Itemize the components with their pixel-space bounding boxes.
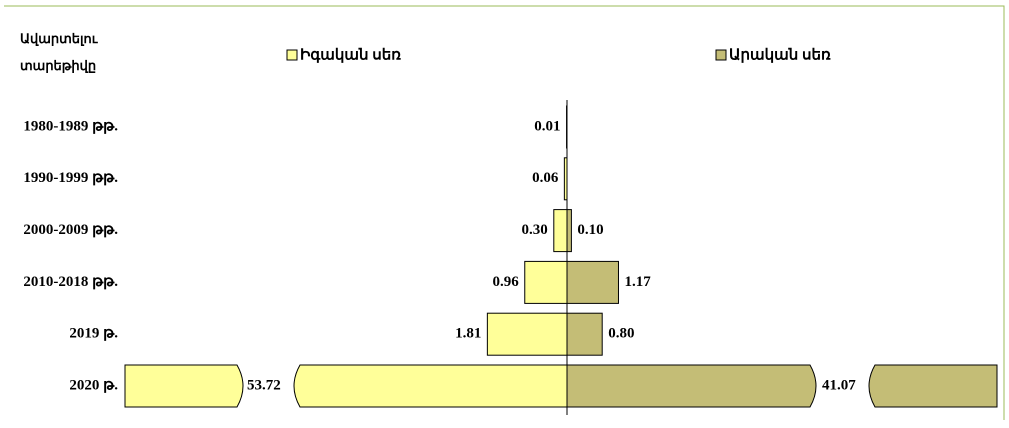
- bar: [566, 209, 572, 253]
- legend-label: Արական սեռ: [729, 47, 831, 63]
- category-label: 2019 թ.: [69, 326, 118, 342]
- bar: [524, 260, 568, 304]
- bar: [566, 364, 998, 408]
- category-label: 2000-2009 թթ.: [23, 222, 118, 238]
- frame: [4, 5, 1005, 420]
- category-label: 2010-2018 թթ.: [23, 274, 118, 290]
- category-label: 1980-1989 թթ.: [23, 118, 118, 134]
- y-axis-title: Ավարտելու: [20, 31, 99, 46]
- value-label: 53.72: [247, 377, 281, 393]
- value-label: 0.80: [608, 326, 634, 342]
- value-label: 0.96: [493, 274, 520, 290]
- value-label: 1.81: [455, 326, 481, 342]
- category-label: 1990-1999 թթ.: [23, 170, 118, 186]
- bar: [553, 209, 568, 253]
- value-label: 1.17: [624, 274, 651, 290]
- value-label: 0.01: [534, 118, 560, 134]
- bar: [566, 260, 619, 304]
- legend-swatch: [715, 49, 727, 61]
- value-label: 0.30: [522, 222, 548, 238]
- legend-label: Իգական սեռ: [300, 47, 401, 63]
- value-label: 41.07: [822, 377, 856, 393]
- bar: [486, 312, 568, 356]
- bar: [566, 312, 603, 356]
- legend-swatch: [286, 49, 298, 61]
- value-label: 0.10: [577, 222, 603, 238]
- bar: [563, 157, 568, 201]
- y-axis-title: տարեթիվը: [20, 58, 96, 73]
- value-label: 0.06: [532, 170, 559, 186]
- bar: [124, 364, 568, 408]
- category-label: 2020 թ.: [69, 377, 118, 393]
